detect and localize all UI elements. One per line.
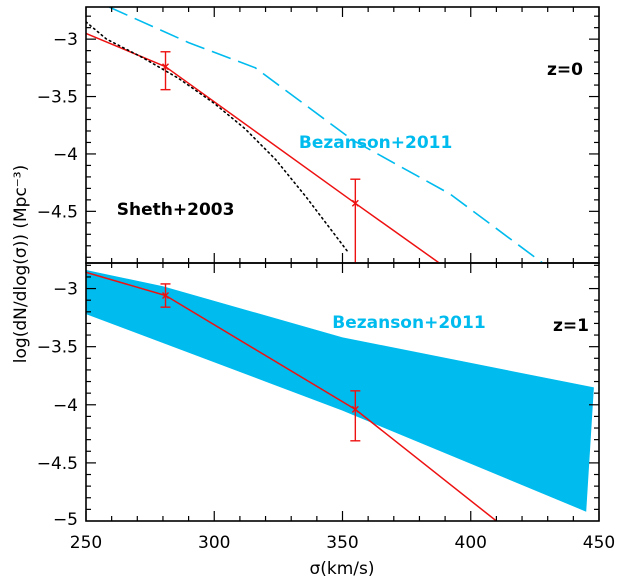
- bottom-bezanson-band: [86, 270, 594, 512]
- top-sheth-line: [86, 21, 349, 253]
- bottom-y-tick-label: −4.5: [37, 454, 78, 474]
- bottom-panel-annotations: Bezanson+2011: [332, 313, 485, 333]
- top-annotation-1: Sheth+2003: [117, 200, 235, 220]
- top-panel-label: z=0: [547, 60, 583, 80]
- bottom-data-point-0: [162, 292, 170, 300]
- x-axis-title: σ(km/s): [309, 559, 374, 579]
- bottom-data-point-1: [351, 405, 359, 413]
- top-annotation-0: Bezanson+2011: [299, 133, 452, 153]
- bottom-panel-label: z=1: [553, 316, 589, 336]
- top-y-tick-label: −3: [53, 30, 78, 50]
- bottom-panel-ticks: −3 −3.5 −4 −4.5 −5: [37, 263, 600, 530]
- top-panel-plot-area: [86, 7, 544, 263]
- top-y-tick-label: −4: [53, 145, 78, 165]
- bottom-y-tick-label: −5: [53, 510, 78, 530]
- top-data-point-0: [162, 63, 170, 71]
- bottom-measurement-line: [86, 271, 497, 521]
- y-axis-title: log(dN/dlog(σ)) (Mpc⁻³): [11, 165, 31, 363]
- x-tick-label: 250: [70, 533, 102, 553]
- bottom-annotation-0: Bezanson+2011: [332, 313, 485, 333]
- bottom-y-tick-label: −4: [53, 396, 78, 416]
- top-y-tick-label: −3.5: [37, 88, 78, 108]
- top-data-point-1: [351, 199, 359, 207]
- bottom-y-tick-label: −3.5: [37, 338, 78, 358]
- bottom-panel: −3 −3.5 −4 −4.5 −5 z=1 Bezanson+2011: [37, 262, 600, 530]
- top-panel-annotations: Bezanson+2011 Sheth+2003: [117, 133, 453, 220]
- top-y-tick-label: −4.5: [37, 202, 78, 222]
- x-tick-label: 350: [326, 533, 358, 553]
- x-tick-label: 300: [198, 533, 230, 553]
- bottom-y-tick-label: −3: [53, 280, 78, 300]
- top-panel: −3 −3.5 −4 −4.5 z=0 Bezanson+2011 Sheth+2003: [37, 6, 600, 264]
- bottom-panel-plot-area: [86, 270, 594, 521]
- x-tick-label: 450: [583, 533, 615, 553]
- x-tick-labels: 250 300 350 400 450: [70, 533, 615, 553]
- top-panel-ticks: −3 −3.5 −4 −4.5: [37, 7, 600, 263]
- top-panel-frame: [85, 6, 600, 264]
- top-measurement-line: [86, 32, 441, 263]
- top-bezanson-line: [108, 7, 544, 263]
- x-tick-label: 400: [455, 533, 487, 553]
